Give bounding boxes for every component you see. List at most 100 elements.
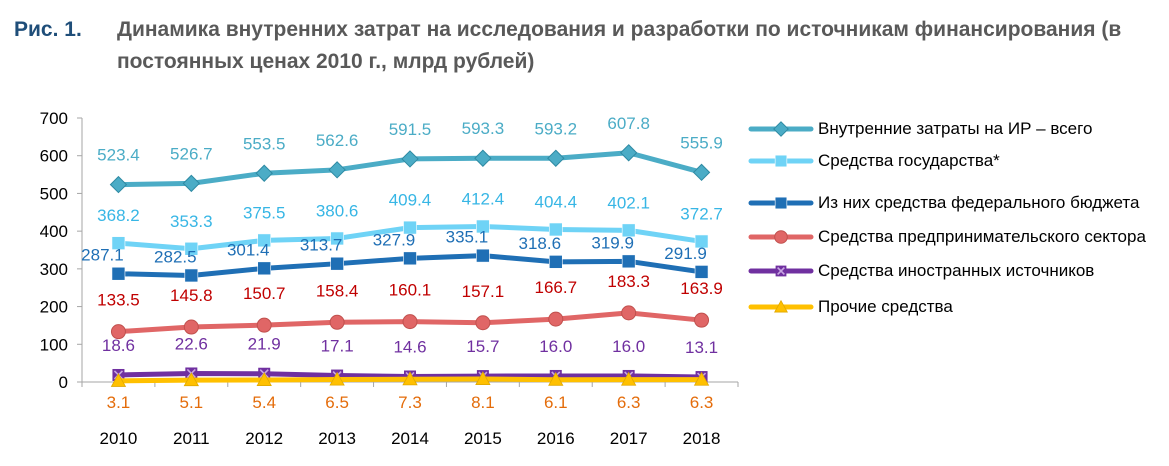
data-point: [401, 150, 419, 168]
data-point: [403, 251, 417, 266]
data-label: 368.2: [97, 206, 140, 225]
data-label: 562.6: [316, 131, 359, 150]
chart-series: [109, 144, 711, 387]
series-3: [110, 305, 710, 340]
data-point: [475, 371, 491, 385]
data-label: 526.7: [170, 144, 213, 163]
legend-label: Средства предпринимательского сектора: [818, 227, 1146, 246]
data-label: 591.5: [389, 120, 432, 139]
data-label: 157.1: [462, 282, 505, 301]
legend-swatch: [748, 154, 814, 168]
data-label: 3.1: [107, 393, 131, 412]
data-point: [621, 223, 636, 238]
data-point: [694, 265, 709, 279]
legend-label: Средства государства*: [818, 151, 1000, 170]
data-label: 301.4: [227, 240, 270, 259]
data-label: 6.5: [325, 393, 349, 412]
data-label: 404.4: [535, 192, 578, 211]
data-point: [256, 372, 272, 386]
data-point: [256, 317, 272, 333]
x-tick-label: 2015: [464, 429, 502, 448]
x-tick-label: 2017: [610, 429, 648, 448]
data-point: [111, 236, 126, 250]
legend-label: Средства иностранных источников: [818, 261, 1095, 280]
data-label: 6.3: [617, 393, 641, 412]
data-label: 5.4: [252, 393, 276, 412]
x-tick-label: 2012: [245, 429, 283, 448]
y-tick-label: 100: [40, 335, 68, 354]
x-tick-label: 2018: [683, 429, 721, 448]
legend-marker: [773, 121, 789, 137]
x-tick-label: 2013: [318, 429, 356, 448]
data-label: 183.3: [607, 272, 650, 291]
data-label: 145.8: [170, 286, 213, 305]
legend-swatch: [748, 196, 814, 210]
data-point: [109, 175, 128, 194]
data-label: 15.7: [466, 337, 499, 356]
series-1: [111, 219, 709, 256]
legend-swatch: [748, 265, 814, 277]
legend-item: Внутренние затраты на ИР – всего: [748, 118, 1158, 140]
legend-item: Прочие средства: [748, 296, 1158, 318]
legend-item: Средства государства*: [748, 150, 1158, 172]
data-point: [111, 266, 126, 281]
y-tick-label: 0: [59, 373, 68, 392]
data-point: [548, 311, 564, 327]
data-label: 160.1: [389, 281, 432, 300]
data-label: 287.1: [81, 246, 124, 265]
data-label: 22.6: [175, 334, 208, 353]
legend-marker: [774, 154, 788, 168]
data-label: 402.1: [607, 193, 650, 212]
data-label: 17.1: [321, 337, 354, 356]
data-point: [548, 371, 564, 386]
data-label: 133.5: [97, 291, 140, 310]
series-5: [110, 371, 710, 387]
legend-marker: [774, 299, 788, 313]
data-label: 16.0: [612, 337, 645, 356]
legend-swatch: [748, 299, 814, 313]
x-tick-label: 2014: [391, 429, 429, 448]
data-label: 555.9: [680, 133, 723, 152]
data-point: [184, 241, 199, 256]
data-label: 327.9: [373, 230, 416, 249]
data-point: [183, 372, 200, 387]
data-point: [329, 314, 345, 330]
data-label: 6.3: [690, 393, 714, 412]
data-label: 166.7: [535, 278, 578, 297]
legend-swatch: [748, 121, 814, 137]
data-point: [402, 371, 418, 386]
x-tick-label: 2010: [100, 429, 138, 448]
data-label: 318.6: [519, 234, 562, 253]
legend-marker: [774, 230, 788, 244]
data-point: [621, 305, 637, 321]
data-point: [619, 144, 638, 162]
legend-marker: [775, 265, 787, 277]
data-point: [330, 231, 344, 246]
data-label: 319.9: [591, 233, 634, 252]
chart-data-labels: 523.4 526.7 553.5 562.6 591.5 593.3 593.2 607.8…: [81, 114, 723, 412]
data-point: [548, 255, 563, 269]
legend-label: Прочие средства: [818, 297, 953, 316]
data-point: [694, 312, 710, 328]
data-label: 163.9: [680, 279, 723, 298]
data-point: [692, 163, 711, 182]
legend-item: Из них средства федерального бюджета: [748, 192, 1158, 214]
data-label: 5.1: [180, 393, 204, 412]
data-point: [620, 371, 637, 386]
data-label: 282.5: [154, 247, 197, 266]
data-point: [330, 256, 344, 271]
legend-label: Внутренние затраты на ИР – всего: [818, 119, 1093, 138]
data-point: [403, 220, 417, 235]
data-label: 335.1: [446, 228, 489, 247]
legend-item: Средства предпринимательского сектора: [748, 226, 1158, 248]
data-label: 18.6: [102, 336, 135, 355]
data-label: 372.7: [680, 204, 723, 223]
data-point: [257, 233, 272, 248]
data-point: [329, 371, 345, 386]
data-point: [694, 234, 709, 249]
data-point: [475, 315, 491, 331]
data-label: 353.3: [170, 212, 213, 231]
data-label: 291.9: [664, 244, 707, 263]
data-point: [183, 319, 199, 335]
